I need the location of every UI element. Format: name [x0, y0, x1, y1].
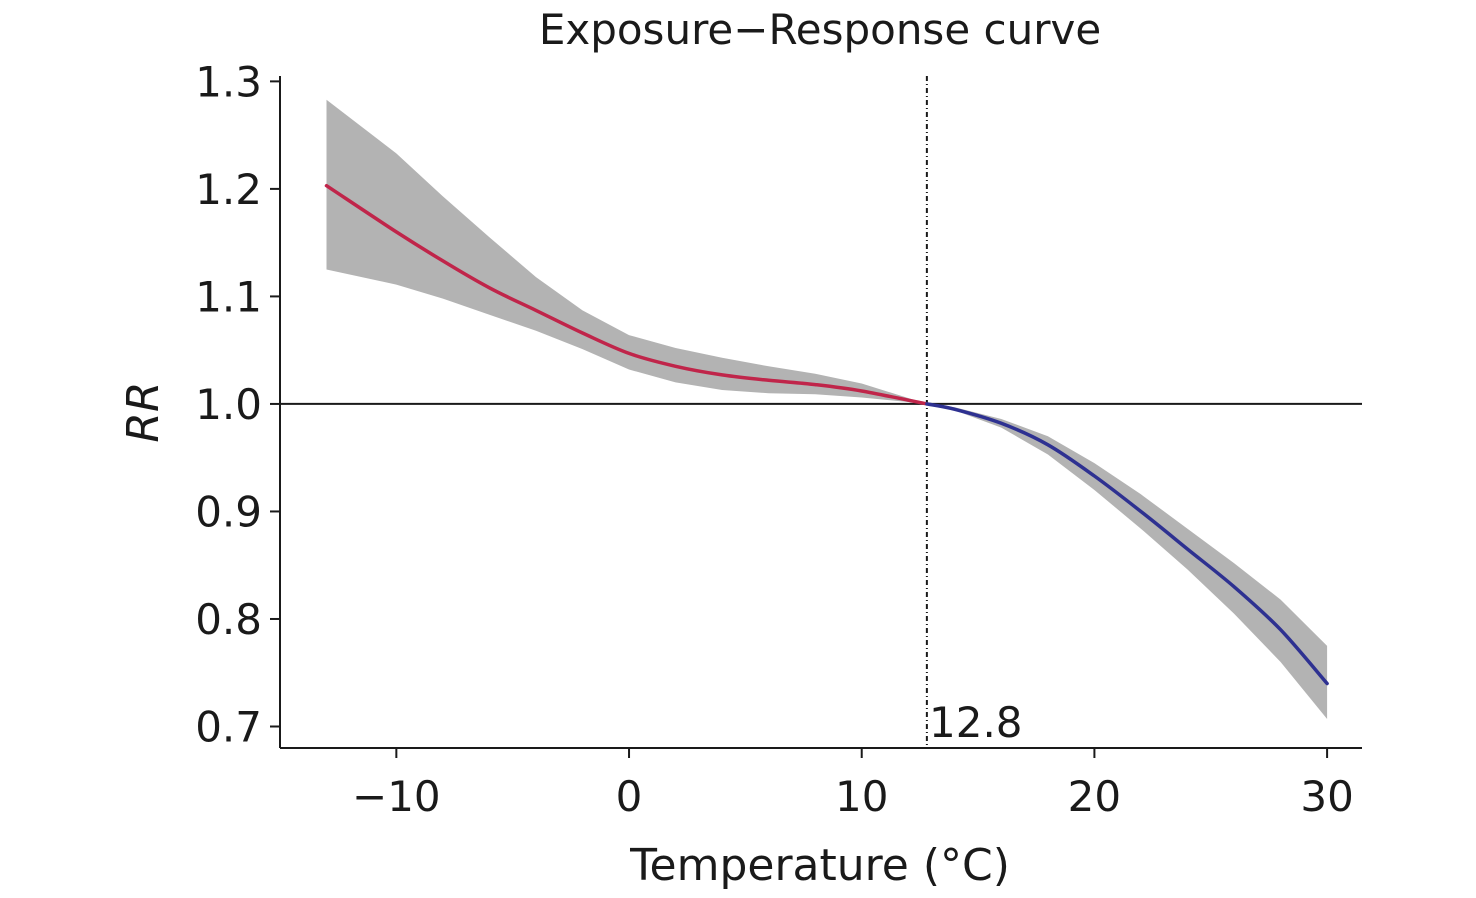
y-tick-label: 1.2 [195, 165, 262, 214]
rr-line-cold [324, 183, 929, 406]
x-tick-label: 10 [835, 772, 888, 821]
y-tick-label: 0.8 [195, 595, 262, 644]
y-tick-label: 1.0 [195, 380, 262, 429]
axes: −10 0 10 20 30 0.7 0.8 0.9 1.0 1.1 1.2 1.3 [195, 57, 1362, 821]
chart-title: Exposure−Response curve [539, 5, 1101, 54]
threshold-label: 12.8 [929, 698, 1023, 747]
x-tick-label: 20 [1068, 772, 1121, 821]
y-tick-label: 0.7 [195, 702, 262, 751]
confidence-bands [326, 99, 1328, 719]
x-tick-label: 30 [1300, 772, 1353, 821]
x-tick-label: 0 [616, 772, 643, 821]
reference-lines [280, 76, 1362, 748]
y-tick-label: 1.3 [195, 57, 262, 106]
y-tick-label: 1.1 [195, 272, 262, 321]
ci-band-heat [926, 403, 1328, 719]
x-tick-label: −10 [352, 772, 441, 821]
y-axis-title: RR [118, 381, 169, 442]
response-lines [324, 183, 1329, 686]
y-tick-label: 0.9 [195, 487, 262, 536]
x-axis-title: Temperature (°C) [629, 840, 1010, 891]
rr-line-heat [925, 402, 1329, 686]
ci-band-cold [326, 99, 927, 404]
